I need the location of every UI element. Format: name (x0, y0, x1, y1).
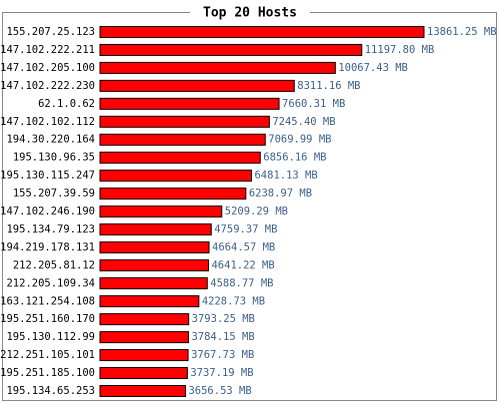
y-tick-label: 147.102.102.112 (0, 116, 95, 128)
bar (99, 115, 270, 128)
value-label: 4664.57 MB (212, 241, 275, 253)
value-label: 4641.22 MB (211, 259, 274, 271)
value-label: 5209.29 MB (225, 206, 288, 218)
y-tick-label: 194.30.220.164 (6, 134, 95, 146)
value-label: 7069.99 MB (268, 134, 331, 146)
y-tick-label: 155.207.39.59 (13, 188, 95, 200)
y-tick-label: 147.102.222.211 (0, 44, 95, 56)
value-label: 4228.73 MB (202, 295, 265, 307)
value-label: 4759.37 MB (214, 223, 277, 235)
y-tick-label: 195.130.112.99 (6, 331, 95, 343)
value-label: 10067.43 MB (338, 62, 408, 74)
y-tick-label: 195.251.185.100 (0, 367, 95, 379)
value-label: 13861.25 MB (427, 26, 497, 38)
y-tick-label: 212.205.109.34 (6, 277, 95, 289)
value-label: 3784.15 MB (191, 331, 254, 343)
y-tick-label: 195.251.160.170 (0, 313, 95, 325)
bar (99, 205, 223, 218)
bar (99, 151, 261, 164)
value-label: 3656.53 MB (188, 385, 251, 397)
bar (99, 277, 208, 290)
y-tick-label: 195.134.79.123 (6, 223, 95, 235)
bar (99, 331, 189, 344)
y-tick-label: 147.102.246.190 (0, 206, 95, 218)
value-label: 3737.19 MB (190, 367, 253, 379)
value-label: 6856.16 MB (263, 152, 326, 164)
bar (99, 79, 295, 92)
y-tick-label: 195.130.115.247 (0, 170, 95, 182)
value-label: 6238.97 MB (249, 188, 312, 200)
bar (99, 313, 190, 326)
bar (99, 97, 280, 110)
bar (99, 223, 212, 236)
value-label: 7660.31 MB (282, 98, 345, 110)
value-label: 8311.16 MB (297, 80, 360, 92)
bar (99, 259, 209, 272)
y-tick-label: 195.130.96.35 (13, 152, 95, 164)
bar (99, 43, 363, 56)
bar (99, 349, 189, 362)
y-tick-label: 195.134.65.253 (6, 385, 95, 397)
value-label: 6481.13 MB (254, 170, 317, 182)
bar (99, 385, 186, 397)
bar (99, 133, 266, 146)
bar (99, 26, 425, 38)
y-tick-label: 163.121.254.108 (0, 295, 95, 307)
bar (99, 169, 252, 182)
y-tick-label: 155.207.25.123 (6, 26, 95, 38)
bar (99, 367, 188, 380)
value-label: 3793.25 MB (192, 313, 255, 325)
title-backdrop (190, 4, 310, 20)
y-tick-label: 194.219.178.131 (0, 241, 95, 253)
value-label: 7245.40 MB (272, 116, 335, 128)
value-label: 11197.80 MB (365, 44, 435, 56)
y-tick-label: 147.102.205.100 (0, 62, 95, 74)
y-tick-label: 212.205.81.12 (13, 259, 95, 271)
value-label: 4588.77 MB (210, 277, 273, 289)
y-tick-label: 212.251.105.101 (0, 349, 95, 361)
bar (99, 241, 210, 254)
chart-title: Top 20 Hosts (203, 6, 297, 21)
bar (99, 187, 247, 200)
y-tick-label: 147.102.222.230 (0, 80, 95, 92)
bar (99, 61, 336, 74)
value-label: 3767.73 MB (191, 349, 254, 361)
bar (99, 295, 200, 308)
y-tick-label: 62.1.0.62 (38, 98, 95, 110)
